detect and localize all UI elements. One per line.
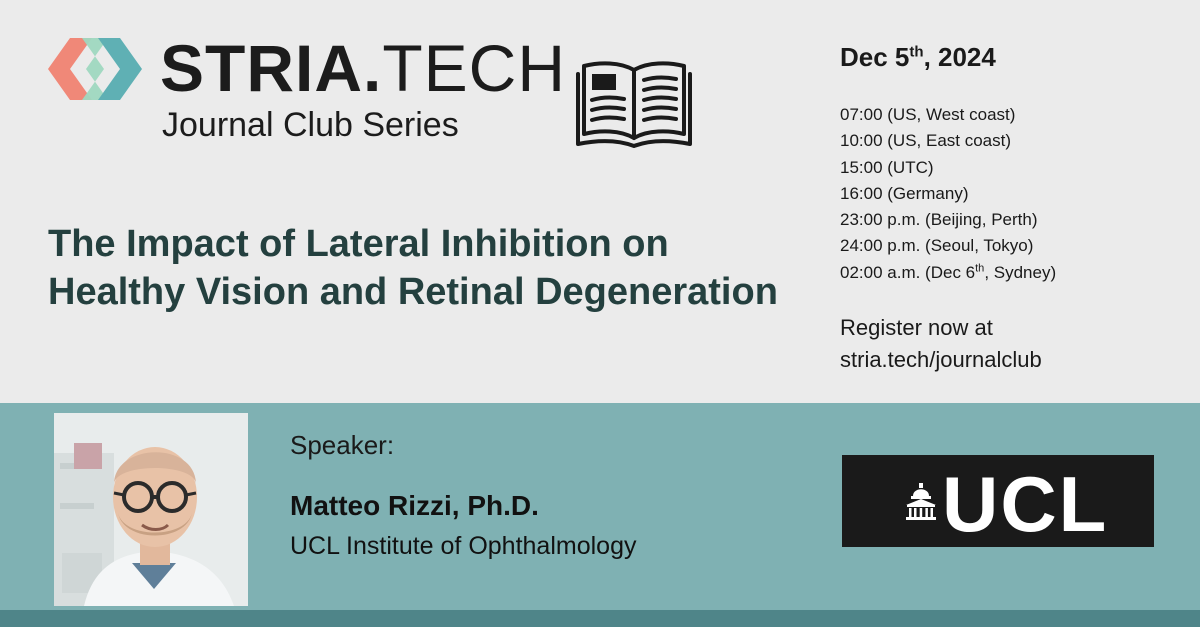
date-prefix: Dec 5 <box>840 42 910 72</box>
talk-title: The Impact of Lateral Inhibition on Heal… <box>48 220 828 316</box>
register-label: Register now at <box>840 315 993 340</box>
series-name: Journal Club Series <box>162 106 459 144</box>
stria-logo-mark-icon <box>48 38 142 100</box>
time-item: 10:00 (US, East coast) <box>840 131 1012 151</box>
date-sup: th <box>909 43 924 61</box>
speaker-label: Speaker: <box>290 430 395 460</box>
last-time-prefix: 02:00 a.m. (Dec 6 <box>840 262 976 282</box>
time-item: 24:00 p.m. (Seoul, Tokyo) <box>840 236 1034 256</box>
top-section <box>0 0 1200 403</box>
time-item-last: 02:00 a.m. (Dec 6th, Sydney) <box>840 260 1056 286</box>
time-item: 16:00 (Germany) <box>840 183 969 203</box>
brand-dot: . <box>363 31 383 105</box>
talk-title-line-1: The Impact of Lateral Inhibition on <box>48 223 669 265</box>
speaker-affiliation: UCL Institute of Ophthalmology <box>290 532 637 560</box>
event-date: Dec 5th, 2024 <box>840 42 996 73</box>
time-item: 15:00 (UTC) <box>840 157 934 177</box>
speaker-photo <box>54 413 248 606</box>
brand-name: STRIA.TECH <box>160 28 566 108</box>
ucl-logo: UCL <box>842 455 1154 547</box>
ucl-text: UCL <box>942 460 1109 548</box>
date-suffix: , 2024 <box>923 42 996 72</box>
last-time-suffix: , Sydney) <box>984 262 1057 282</box>
brand-bold: STRIA <box>160 31 363 105</box>
time-item: 07:00 (US, West coast) <box>840 105 1016 124</box>
last-time-sup: th <box>975 262 985 275</box>
brand-light: TECH <box>382 31 567 105</box>
speaker-name: Matteo Rizzi, Ph.D. <box>290 490 539 521</box>
time-item: 23:00 p.m. (Beijing, Perth) <box>840 210 1038 230</box>
bottom-strip <box>0 610 1200 627</box>
register-link[interactable]: stria.tech/journalclub <box>840 347 1042 372</box>
time-list: 07:00 (US, West coast) 10:00 (US, East c… <box>840 102 1056 286</box>
open-book-icon <box>576 61 692 148</box>
talk-title-line-2: Healthy Vision and Retinal Degeneration <box>48 271 778 313</box>
register-info: Register now at stria.tech/journalclub <box>840 312 1042 376</box>
ucl-portico-icon <box>906 483 936 520</box>
